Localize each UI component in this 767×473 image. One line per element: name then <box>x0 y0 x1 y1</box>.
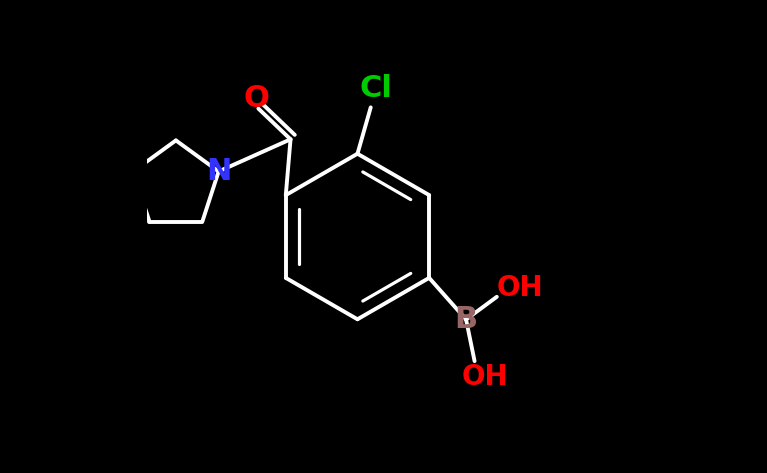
Text: OH: OH <box>462 363 509 391</box>
Text: N: N <box>206 157 232 186</box>
Text: OH: OH <box>496 274 543 302</box>
Text: Cl: Cl <box>359 74 392 103</box>
Text: O: O <box>243 84 269 113</box>
Text: B: B <box>455 305 478 334</box>
